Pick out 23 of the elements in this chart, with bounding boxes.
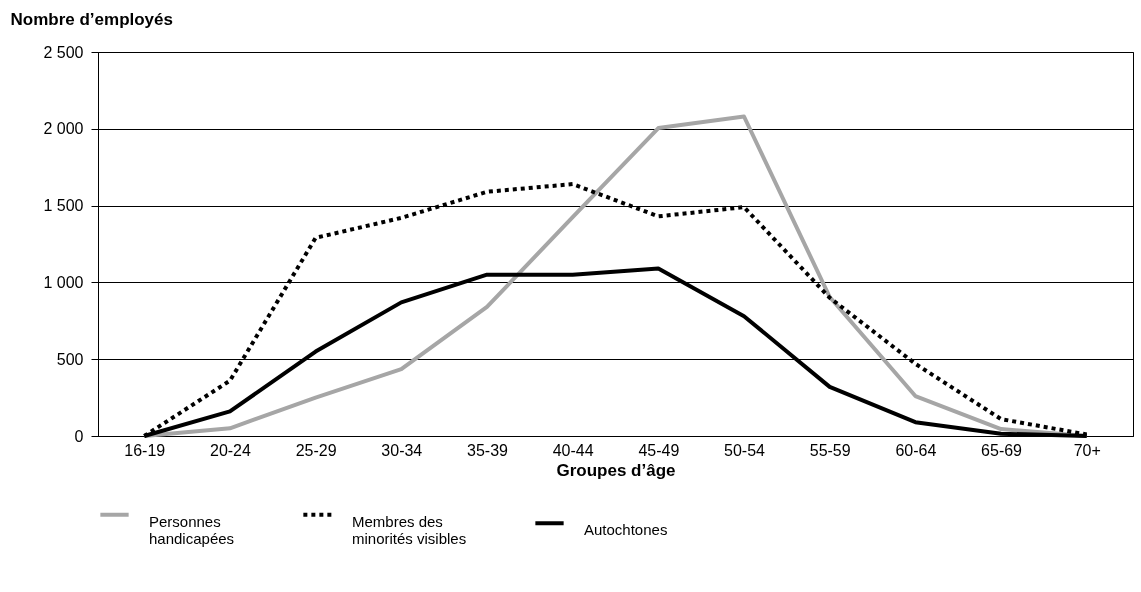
legend-label: Membres des minorités visibles xyxy=(352,512,467,547)
x-tick-label: 65-69 xyxy=(981,441,1023,459)
x-tick-label: 16-19 xyxy=(124,441,166,459)
y-tick-label: 1 000 xyxy=(43,273,84,291)
x-tick-label: 30-34 xyxy=(381,441,423,459)
x-tick-label: 60-64 xyxy=(895,441,937,459)
x-tick-label: 45-49 xyxy=(638,441,680,459)
x-tick-label: 25-29 xyxy=(295,441,337,459)
x-tick-label: 40-44 xyxy=(552,441,594,459)
y-tick-label: 2 000 xyxy=(43,120,84,138)
y-tick-label: 500 xyxy=(56,350,84,368)
legend-label: Personnes handicapées xyxy=(149,512,235,547)
y-tick-label: 0 xyxy=(74,427,84,445)
x-axis-title: Groupes d’âge xyxy=(556,460,676,480)
y-tick-label: 1 500 xyxy=(43,197,84,215)
x-tick-label: 50-54 xyxy=(724,441,766,459)
x-tick-label: 35-39 xyxy=(467,441,509,459)
x-tick-label: 70+ xyxy=(1073,441,1101,459)
x-tick-label: 20-24 xyxy=(209,441,252,459)
x-tick-label: 55-59 xyxy=(809,441,851,459)
y-axis-title: Nombre d’employés xyxy=(10,9,173,29)
y-tick-label: 2 500 xyxy=(43,43,84,61)
legend-label: Autochtones xyxy=(584,521,668,539)
